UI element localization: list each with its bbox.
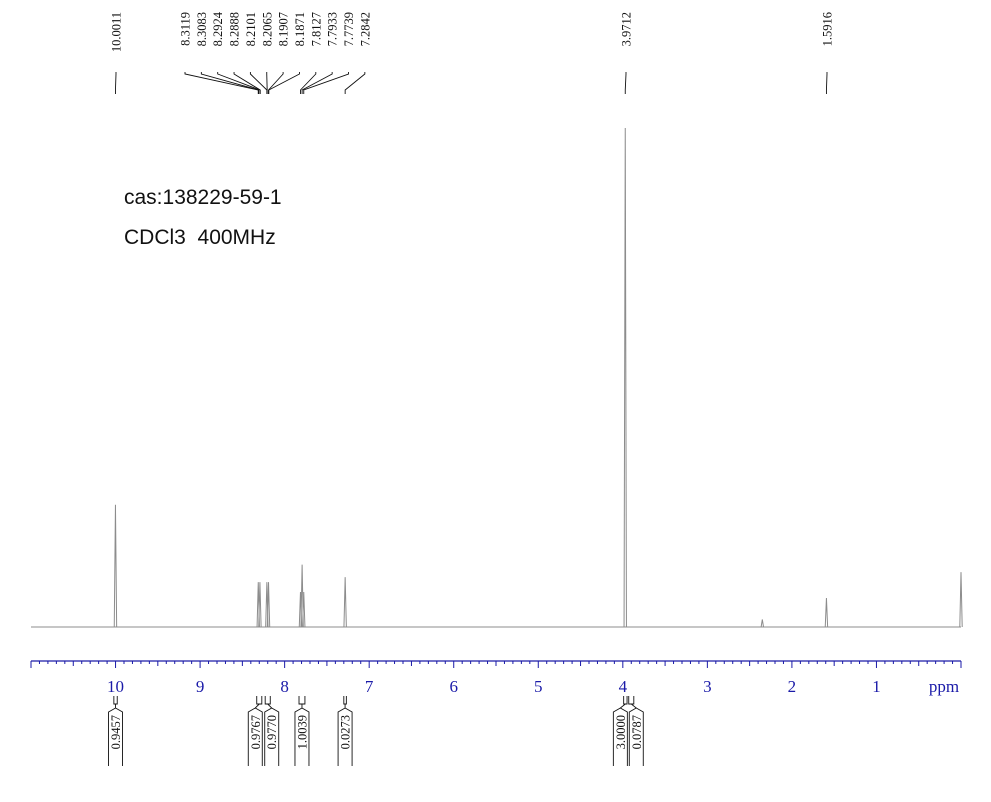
peak-label-2: 8.3083 — [195, 12, 209, 46]
integral-label-4: 0.0273 — [339, 715, 353, 749]
peak-leader-12 — [345, 72, 365, 94]
integral-label-2: 0.9770 — [265, 715, 279, 749]
x-axis-label: ppm — [929, 677, 959, 696]
peak-leader-2 — [201, 72, 258, 94]
spectrum-peak-10 — [761, 620, 763, 627]
integral-label-3: 1.0039 — [295, 715, 309, 749]
peak-label-7: 8.1907 — [277, 12, 291, 46]
peak-label-8: 8.1871 — [293, 12, 307, 46]
integral-bracket-3 — [299, 696, 305, 704]
peak-label-3: 8.2924 — [211, 11, 225, 46]
peak-label-9: 7.8127 — [309, 12, 323, 46]
x-tick-label-2: 8 — [280, 677, 289, 696]
integral-bracket-6 — [629, 696, 634, 704]
integral-bracket-5 — [624, 696, 627, 704]
integral-bracket-4 — [344, 696, 347, 704]
integral-label-1: 0.9767 — [249, 715, 263, 749]
integral-bracket-0 — [114, 696, 117, 704]
integral-bracket-1 — [257, 696, 262, 704]
solvent-frequency-note: CDCl3 400MHz — [124, 226, 276, 250]
peak-leader-14 — [826, 72, 827, 94]
x-tick-label-7: 3 — [703, 677, 712, 696]
spectrum-peak-8 — [344, 577, 346, 627]
x-tick-label-9: 1 — [872, 677, 881, 696]
peak-label-11: 7.7739 — [342, 12, 356, 46]
peak-leader-8 — [269, 72, 300, 94]
integral-label-0: 0.9457 — [109, 715, 123, 749]
peak-leader-0 — [115, 72, 116, 94]
peak-label-13: 3.9712 — [620, 12, 634, 46]
peak-leader-13 — [625, 72, 626, 94]
x-tick-label-6: 4 — [619, 677, 628, 696]
peak-label-10: 7.7933 — [326, 12, 340, 46]
x-tick-label-4: 6 — [449, 677, 458, 696]
spectrum-peak-11 — [825, 598, 827, 627]
x-tick-label-3: 7 — [365, 677, 374, 696]
peak-label-5: 8.2101 — [244, 12, 258, 46]
x-tick-label-8: 2 — [788, 677, 797, 696]
spectrum-peak-4 — [267, 582, 269, 627]
spectrum-peak-9 — [624, 128, 626, 627]
x-tick-label-1: 9 — [196, 677, 205, 696]
integral-label-5: 3.0000 — [614, 715, 628, 749]
integral-bracket-2 — [265, 696, 270, 704]
peak-label-0: 10.0011 — [110, 12, 124, 52]
x-tick-label-5: 5 — [534, 677, 543, 696]
peak-leader-3 — [218, 72, 260, 94]
spectrum-peak-0 — [114, 505, 116, 627]
x-axis: 10 9 8 7 6 5 4 3 2 1 ppm — [31, 661, 961, 696]
cas-number-note: cas:138229-59-1 — [124, 186, 282, 210]
peak-label-1: 8.3119 — [179, 12, 193, 46]
peak-leader-4 — [234, 72, 260, 94]
peak-label-12: 7.2842 — [358, 12, 372, 46]
peak-label-14: 1.5916 — [821, 12, 835, 46]
peak-label-4: 8.2888 — [228, 12, 242, 46]
integral-label-6: 0.0787 — [630, 715, 644, 749]
peak-leader-11 — [304, 72, 349, 94]
x-tick-label-0: 10 — [107, 677, 124, 696]
spectrum-peak-2 — [259, 582, 261, 627]
peak-leader-7 — [269, 72, 284, 94]
peak-label-6: 8.2065 — [260, 12, 274, 46]
peak-leader-9 — [300, 72, 315, 94]
spectrum-peak-12 — [960, 572, 962, 627]
